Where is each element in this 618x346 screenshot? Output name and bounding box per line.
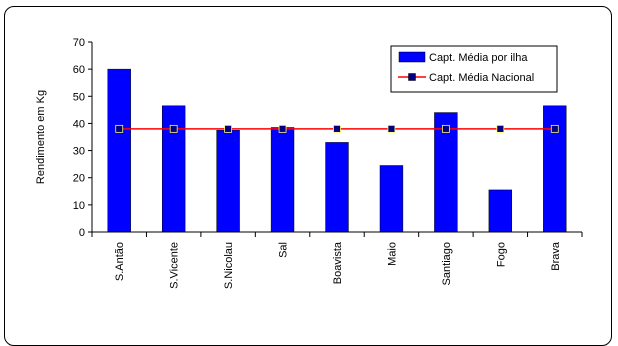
bar — [379, 165, 404, 233]
legend-bar-swatch — [398, 51, 426, 63]
line-point-marker — [441, 124, 450, 133]
legend-box — [390, 45, 558, 93]
bar — [270, 127, 295, 233]
line-point-marker — [496, 124, 505, 133]
x-tick-label: Brava — [550, 241, 562, 271]
x-tick-label: Boavista — [332, 241, 344, 284]
y-tick-label: 40 — [73, 118, 85, 130]
line-point-marker — [115, 124, 124, 133]
bar — [488, 189, 513, 233]
bar — [107, 68, 131, 233]
legend-bar-label: Capt. Média por ilha — [429, 52, 528, 64]
line-point-marker — [550, 124, 559, 133]
bar-line-chart: Rendimento em Kg 0 10 20 30 40 50 60 70 S.Antão S… — [35, 37, 583, 289]
y-tick-label: 60 — [73, 64, 85, 76]
y-tick-label: 50 — [73, 91, 85, 103]
y-axis-title-group: Rendimento em Kg — [35, 90, 47, 184]
y-axis-title: Rendimento em Kg — [35, 90, 47, 184]
line-point-marker — [387, 124, 396, 133]
y-tick-label: 0 — [79, 227, 85, 239]
x-tick-label: Sal — [278, 242, 290, 258]
bar — [325, 142, 349, 233]
y-tick-label: 70 — [73, 37, 85, 49]
y-tick-label: 10 — [73, 200, 85, 212]
bar — [161, 105, 186, 233]
line-point-marker — [169, 124, 178, 133]
line-layer — [115, 124, 559, 133]
x-tick-label: S.Vicente — [169, 242, 181, 289]
legend: Capt. Média por ilha Capt. Média Naciona… — [390, 45, 558, 93]
bar — [216, 129, 240, 233]
x-tick-label: S.Nicolau — [223, 242, 235, 289]
line-point-marker — [224, 124, 233, 133]
bars-layer — [107, 68, 567, 233]
x-tick-label: Maio — [386, 242, 398, 266]
x-tick-label: Santiago — [441, 242, 453, 285]
x-tick-label: S.Antão — [114, 242, 126, 281]
line-point-marker — [278, 124, 287, 133]
line-point-marker — [333, 124, 341, 133]
bar — [543, 105, 567, 233]
axes-layer: 0 10 20 30 40 50 60 70 S.Antão S.Vicente S.Nicolau… — [73, 37, 583, 289]
y-tick-label: 20 — [73, 173, 85, 185]
y-tick-label: 30 — [73, 146, 85, 158]
legend-line-marker — [408, 73, 416, 81]
legend-line-label: Capt. Média Nacional — [429, 72, 534, 84]
x-tick-label: Fogo — [495, 242, 507, 267]
